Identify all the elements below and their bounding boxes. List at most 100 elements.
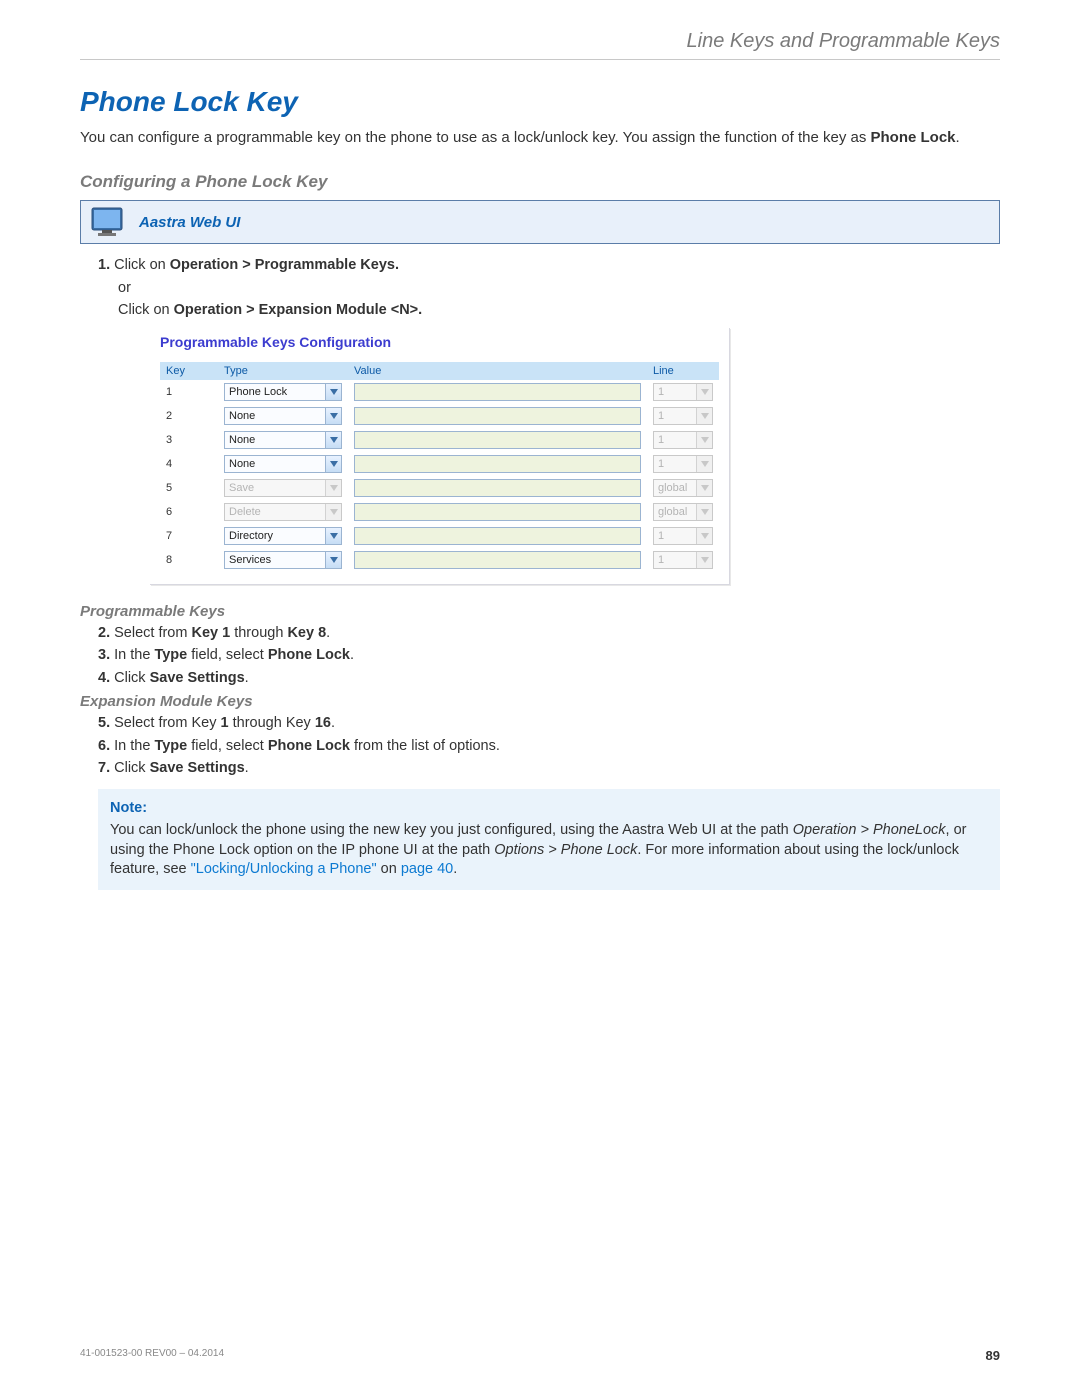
s6-num: 6.: [98, 738, 110, 754]
line-select: global: [653, 479, 713, 497]
note-link1[interactable]: "Locking/Unlocking a Phone": [191, 861, 377, 877]
value-input[interactable]: [354, 431, 641, 449]
value-input[interactable]: [354, 479, 641, 497]
progkeys-heading: Programmable Keys: [80, 603, 1000, 620]
cell-value: [348, 500, 647, 524]
chevron-down-icon: [325, 384, 341, 400]
step-4: 4. Click Save Settings.: [98, 667, 1000, 689]
step1-or: or: [118, 277, 1000, 299]
s6-d: Phone Lock: [268, 738, 350, 754]
line-select: 1: [653, 455, 713, 473]
s2-num: 2.: [98, 625, 110, 641]
type-select[interactable]: None: [224, 455, 342, 473]
step1-prefix2: Click on: [118, 302, 174, 318]
s5-num: 5.: [98, 715, 110, 731]
s6-e: from the list of options.: [350, 738, 500, 754]
chevron-down-icon: [325, 528, 341, 544]
s3-b: Type: [154, 647, 187, 663]
s3-a: In the: [114, 647, 154, 663]
s2-a: Select from: [114, 625, 191, 641]
intro-bold: Phone Lock: [871, 129, 956, 146]
cell-type: None: [218, 404, 348, 428]
s2-e: .: [326, 625, 330, 641]
type-select[interactable]: Directory: [224, 527, 342, 545]
type-select: Delete: [224, 503, 342, 521]
table-row: 2None1: [160, 404, 719, 428]
s4-b: Save Settings: [150, 670, 245, 686]
table-row: 6Deleteglobal: [160, 500, 719, 524]
s2-b: Key 1: [191, 625, 230, 641]
chevron-down-icon: [696, 504, 712, 520]
note-i1: Operation > PhoneLock: [793, 822, 946, 838]
cell-line: 1: [647, 380, 719, 404]
chevron-down-icon: [325, 504, 341, 520]
cell-key: 4: [160, 452, 218, 476]
s3-num: 3.: [98, 647, 110, 663]
cell-line: 1: [647, 452, 719, 476]
screenshot-title: Programmable Keys Configuration: [160, 334, 719, 350]
table-row: 7 Directory 1: [160, 524, 719, 548]
s7-b: Save Settings: [150, 760, 245, 776]
cell-line: 1: [647, 404, 719, 428]
s5-e: .: [331, 715, 335, 731]
col-header-value: Value: [348, 362, 647, 380]
s5-a: Select from Key: [114, 715, 220, 731]
line-select: 1: [653, 407, 713, 425]
type-select[interactable]: Services: [224, 551, 342, 569]
chevron-down-icon: [696, 552, 712, 568]
type-select[interactable]: Phone Lock: [224, 383, 342, 401]
cell-line: 1: [647, 428, 719, 452]
footer-docid: 41-001523-00 REV00 – 04.2014: [80, 1348, 224, 1363]
step-1: 1. Click on Operation > Programmable Key…: [98, 254, 1000, 321]
s3-e: .: [350, 647, 354, 663]
col-header-type: Type: [218, 362, 348, 380]
line-select: 1: [653, 383, 713, 401]
intro-pre: You can configure a programmable key on …: [80, 129, 871, 146]
footer-pagenum: 89: [986, 1348, 1000, 1363]
line-select: 1: [653, 551, 713, 569]
chevron-down-icon: [325, 408, 341, 424]
value-input[interactable]: [354, 551, 641, 569]
type-select[interactable]: None: [224, 431, 342, 449]
config-table: Key Type Value Line 1Phone Lock12None13N…: [160, 362, 719, 572]
s6-b: Type: [154, 738, 187, 754]
value-input[interactable]: [354, 503, 641, 521]
cell-value: [348, 476, 647, 500]
cell-key: 5: [160, 476, 218, 500]
value-input[interactable]: [354, 383, 641, 401]
s2-d: Key 8: [287, 625, 326, 641]
step-5: 5. Select from Key 1 through Key 16.: [98, 712, 1000, 734]
type-select[interactable]: None: [224, 407, 342, 425]
cell-type: Delete: [218, 500, 348, 524]
chevron-down-icon: [696, 384, 712, 400]
chevron-down-icon: [696, 528, 712, 544]
cell-type: Directory: [218, 524, 348, 548]
value-input[interactable]: [354, 527, 641, 545]
chevron-down-icon: [325, 432, 341, 448]
value-input[interactable]: [354, 407, 641, 425]
config-screenshot: Programmable Keys Configuration Key Type…: [150, 328, 730, 585]
type-select: Save: [224, 479, 342, 497]
webui-label: Aastra Web UI: [139, 214, 240, 231]
cell-value: [348, 524, 647, 548]
intro-text: You can configure a programmable key on …: [80, 128, 1000, 148]
table-row: 4 None 1: [160, 452, 719, 476]
chevron-down-icon: [325, 456, 341, 472]
note-link2[interactable]: page 40: [401, 861, 453, 877]
cell-key: 3: [160, 428, 218, 452]
config-heading: Configuring a Phone Lock Key: [80, 172, 1000, 192]
cell-value: [348, 380, 647, 404]
section-header: Line Keys and Programmable Keys: [80, 30, 1000, 53]
col-header-key: Key: [160, 362, 218, 380]
cell-key: 7: [160, 524, 218, 548]
cell-value: [348, 404, 647, 428]
chevron-down-icon: [325, 552, 341, 568]
s5-b: 1: [221, 715, 229, 731]
monitor-icon: [91, 207, 127, 237]
webui-box: Aastra Web UI: [80, 200, 1000, 244]
s6-c: field, select: [187, 738, 268, 754]
s3-c: field, select: [187, 647, 268, 663]
cell-line: 1: [647, 524, 719, 548]
cell-value: [348, 428, 647, 452]
value-input[interactable]: [354, 455, 641, 473]
